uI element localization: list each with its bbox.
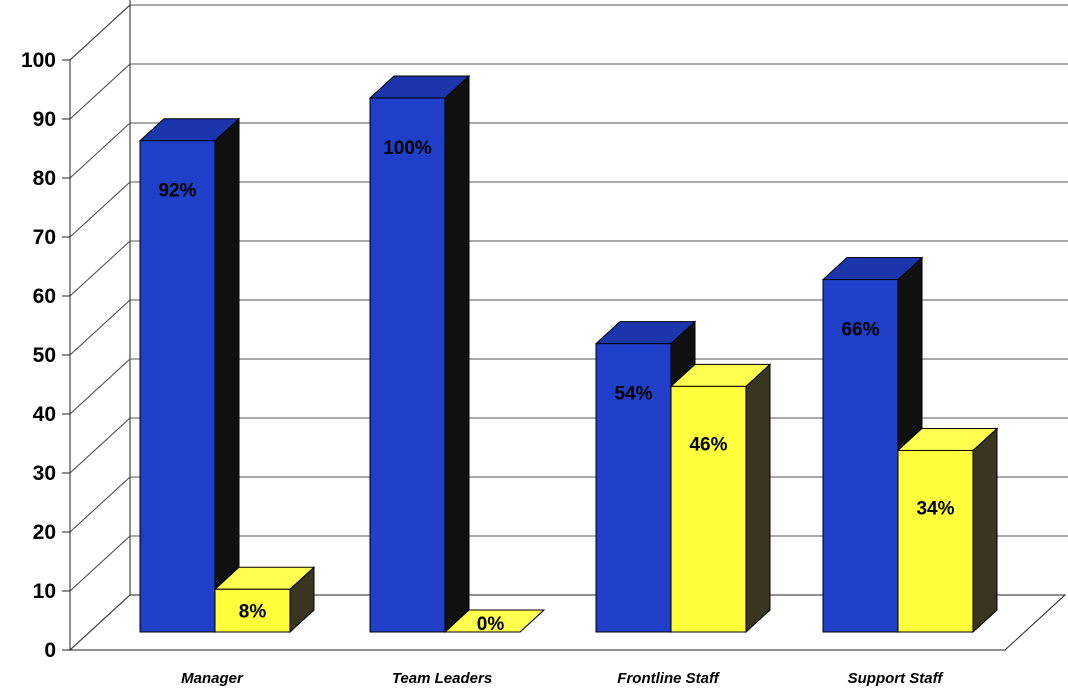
- y-tick-label: 60: [33, 285, 56, 308]
- bars: [138, 74, 999, 634]
- bar-front: [897, 449, 974, 633]
- data-label: 54%: [614, 384, 652, 405]
- bar-manager-series1: [138, 117, 241, 634]
- y-tick-label: 20: [33, 521, 56, 544]
- bar-side: [444, 74, 470, 634]
- x-tick-label: Frontline Staff: [617, 670, 720, 687]
- gridline-diagonal: [69, 240, 131, 297]
- bar-support-staff-series2: [896, 427, 999, 634]
- y-axis-ticks: 0 10 20 30 40 50 60 70 80 90 100: [21, 49, 71, 662]
- x-tick-label: Manager: [181, 670, 244, 687]
- gridline-diagonal: [69, 476, 131, 533]
- bar-front: [214, 588, 291, 633]
- bar-front: [670, 385, 747, 633]
- data-label: 92%: [158, 181, 196, 202]
- y-tick-label: 10: [33, 580, 56, 603]
- data-label: 34%: [916, 498, 954, 519]
- gridline-diagonal: [69, 594, 131, 651]
- bar-front: [369, 97, 446, 633]
- gridline-diagonal: [69, 299, 131, 356]
- bar-side: [972, 427, 998, 634]
- data-label: 0%: [477, 614, 505, 635]
- x-axis-ticks: Manager Team Leaders Frontline Staff Suppor…: [181, 670, 944, 687]
- x-tick-label: Support Staff: [848, 670, 945, 687]
- bar-front: [822, 279, 899, 633]
- gridline-diagonal: [69, 122, 131, 179]
- data-label: 66%: [841, 320, 879, 341]
- y-tick-label: 0: [44, 639, 56, 662]
- data-label: 100%: [383, 138, 432, 159]
- gridline-diagonal: [69, 4, 131, 61]
- data-label: 8%: [239, 602, 267, 623]
- gridline-diagonal: [69, 535, 131, 592]
- bar-side: [745, 363, 771, 634]
- bar-team-leaders-series2: [443, 609, 546, 633]
- gridline-diagonal: [69, 417, 131, 474]
- data-labels: 92% 8% 100% 0% 54% 46% 66% 34%: [158, 138, 954, 635]
- y-tick-label: 40: [33, 403, 56, 426]
- y-tick-label: 100: [21, 49, 56, 72]
- y-tick-label: 50: [33, 344, 56, 367]
- bar-team-leaders-series1: [368, 74, 471, 634]
- bar-front: [139, 140, 216, 633]
- y-tick-label: 30: [33, 462, 56, 485]
- bar-frontline-staff-series2: [669, 363, 772, 634]
- bar-side: [214, 117, 240, 634]
- y-tick-label: 70: [33, 226, 56, 249]
- bar-manager-series2: [213, 566, 316, 634]
- gridline-diagonal: [69, 181, 131, 238]
- bar-top: [443, 609, 546, 633]
- gridline-diagonal: [69, 358, 131, 415]
- gridline-diagonal: [69, 63, 131, 120]
- y-tick-label: 80: [33, 167, 56, 190]
- y-tick-label: 90: [33, 108, 56, 131]
- x-tick-label: Team Leaders: [392, 670, 492, 687]
- bar-front: [595, 343, 672, 633]
- data-label: 46%: [689, 434, 727, 455]
